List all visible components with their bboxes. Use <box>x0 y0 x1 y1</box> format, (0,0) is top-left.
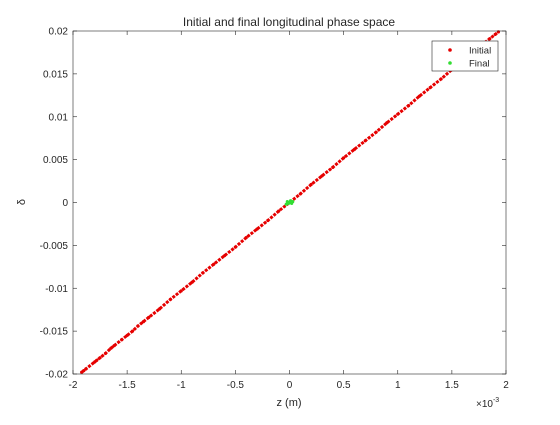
legend-label-final: Final <box>469 59 490 70</box>
data-point-initial <box>179 289 183 293</box>
y-tick-label: 0.005 <box>43 155 68 166</box>
data-point-initial <box>212 262 216 266</box>
data-point-initial <box>277 209 281 213</box>
data-point-initial <box>136 324 140 328</box>
x-tick-label: 0 <box>287 380 293 391</box>
data-point-initial <box>255 227 259 231</box>
x-tick-label: -0.5 <box>227 380 245 391</box>
y-tick-label: 0.02 <box>49 27 69 38</box>
x-axis-multiplier-base: ×10 <box>476 399 493 410</box>
data-point-initial <box>84 367 88 371</box>
y-axis-label: δ <box>16 199 28 205</box>
data-point-initial <box>201 271 205 275</box>
data-point-initial <box>98 356 102 360</box>
data-point-initial <box>331 165 335 169</box>
data-point-initial <box>93 360 97 364</box>
y-tick-label: -0.01 <box>45 284 68 295</box>
data-point-initial <box>396 112 400 116</box>
data-point-initial <box>488 37 492 41</box>
x-axis-multiplier: ×10-3 <box>476 397 499 410</box>
data-point-initial <box>352 147 357 151</box>
x-tick-label: -1.5 <box>119 380 137 391</box>
y-tick-label: 0 <box>62 198 68 209</box>
x-tick-label: 0.5 <box>337 380 351 391</box>
data-point-initial <box>406 104 411 108</box>
x-axis-multiplier-exponent: -3 <box>493 397 499 404</box>
legend-marker-initial <box>448 48 452 52</box>
y-tick-label: 0.015 <box>43 69 68 80</box>
data-point-initial <box>342 156 346 160</box>
data-point-initial <box>190 280 194 284</box>
chart-title: Initial and final longitudinal phase spa… <box>183 15 395 29</box>
data-point-initial <box>309 182 313 187</box>
data-point-initial <box>385 121 389 125</box>
y-tick-label: -0.015 <box>40 327 69 338</box>
data-point-initial <box>120 338 124 342</box>
data-point-initial <box>147 315 151 320</box>
data-point-initial <box>298 192 302 196</box>
data-point-initial <box>109 346 113 350</box>
data-point-initial <box>320 174 324 178</box>
data-point-initial <box>82 368 86 373</box>
data-point-initial <box>363 139 367 143</box>
data-point-final <box>291 200 295 204</box>
legend-label-initial: Initial <box>469 46 491 57</box>
data-point-initial <box>428 85 432 90</box>
x-tick-label: -2 <box>69 380 78 391</box>
y-tick-label: -0.02 <box>45 370 68 381</box>
data-point-initial <box>130 329 135 333</box>
x-tick-label: 1 <box>395 380 401 391</box>
data-point-initial <box>95 358 99 362</box>
data-point-initial <box>266 218 270 223</box>
x-tick-label: 2 <box>503 380 509 391</box>
data-point-initial <box>493 32 497 37</box>
data-point-initial <box>417 94 421 98</box>
x-axis-label: z (m) <box>276 397 301 409</box>
data-point-initial <box>158 307 162 311</box>
data-point-initial <box>374 130 378 134</box>
data-point-initial <box>103 351 108 356</box>
y-tick-label: -0.005 <box>40 241 69 252</box>
data-point-initial <box>80 370 84 374</box>
legend-marker-final <box>448 61 452 65</box>
legend-box <box>431 40 499 72</box>
x-tick-label: -1 <box>177 380 186 391</box>
data-point-initial <box>439 77 443 81</box>
plot-area: -2 -1.5 -1 -0.5 0 0.5 1 1.5 2 -0.02 -0.015 -0.01 -0.… <box>40 27 510 392</box>
x-tick-label: 1.5 <box>445 380 459 391</box>
data-point-initial <box>233 245 237 249</box>
data-point-initial <box>112 344 116 348</box>
y-tick-label: 0.01 <box>49 112 69 123</box>
data-point-initial <box>125 333 129 338</box>
data-point-initial <box>168 297 173 301</box>
data-point-initial <box>141 320 145 324</box>
data-point-initial <box>244 236 248 240</box>
data-point-initial <box>222 254 227 258</box>
